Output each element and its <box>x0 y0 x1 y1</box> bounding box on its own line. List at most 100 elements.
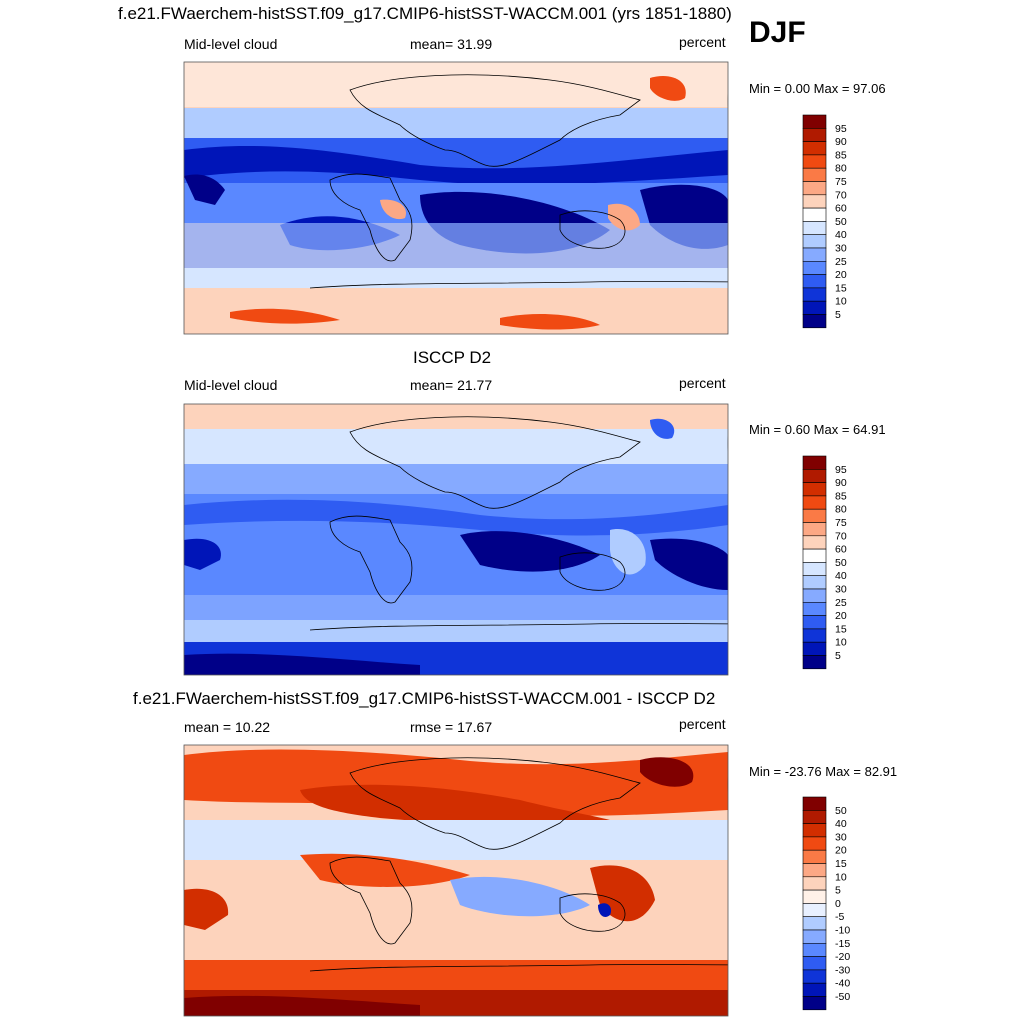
colorbar-box <box>802 655 827 670</box>
colorbar-label: 20 <box>835 845 847 857</box>
colorbar-box <box>802 314 827 329</box>
colorbar-box <box>802 916 827 931</box>
colorbar-label: -50 <box>835 991 850 1003</box>
colorbar-box <box>802 455 827 470</box>
colorbar-label: 30 <box>835 243 847 255</box>
colorbar-label: 25 <box>835 597 847 609</box>
colorbar-box <box>802 274 827 289</box>
colorbar-label: 20 <box>835 610 847 622</box>
colorbar-label: 95 <box>835 123 847 135</box>
colorbar-label: 10 <box>835 637 847 649</box>
colorbar-label: 70 <box>835 189 847 201</box>
colorbar-label: 5 <box>835 309 841 321</box>
colorbar-label: 15 <box>835 858 847 870</box>
colorbar-box <box>802 167 827 182</box>
colorbar-box <box>802 996 827 1011</box>
panel1-units-label: percent <box>679 34 726 50</box>
colorbar-label: 5 <box>835 885 841 897</box>
panel3-map <box>184 745 728 1016</box>
colorbar-label: 15 <box>835 282 847 294</box>
colorbar-label: 0 <box>835 898 841 910</box>
colorbar-label: 70 <box>835 530 847 542</box>
colorbar-label: 40 <box>835 570 847 582</box>
colorbar-label: 30 <box>835 584 847 596</box>
colorbar-label: -20 <box>835 951 850 963</box>
panel2-mean-label: mean= 21.77 <box>410 377 493 393</box>
panel3-minmax: Min = -23.76 Max = 82.91 <box>749 764 898 779</box>
colorbar-box <box>802 628 827 643</box>
colorbar-box <box>802 889 827 904</box>
colorbar-label: 80 <box>835 504 847 516</box>
colorbar-label: -15 <box>835 938 850 950</box>
colorbar-box <box>802 588 827 603</box>
colorbar-label: 90 <box>835 477 847 489</box>
colorbar-label: 15 <box>835 623 847 635</box>
colorbar-label: -5 <box>835 911 844 923</box>
colorbar-box <box>802 849 827 864</box>
colorbar-box <box>802 234 827 249</box>
colorbar-box <box>802 575 827 590</box>
colorbar-box <box>802 128 827 142</box>
colorbar-label: -30 <box>835 964 850 976</box>
colorbar-box <box>802 141 827 156</box>
colorbar-box <box>802 956 827 971</box>
colorbar-box <box>802 823 827 838</box>
panel2-title: ISCCP D2 <box>413 348 492 367</box>
colorbar-box <box>802 495 827 510</box>
panel1-minmax: Min = 0.00 Max = 97.06 <box>749 81 886 96</box>
colorbar-label: 50 <box>835 557 847 569</box>
colorbar-box <box>802 796 827 811</box>
panel2-left-label: Mid-level cloud <box>184 377 278 393</box>
colorbar-label: 60 <box>835 544 847 556</box>
colorbar-box <box>802 508 827 523</box>
panel1-mean-label: mean= 31.99 <box>410 36 493 52</box>
panel2-minmax: Min = 0.60 Max = 64.91 <box>749 422 886 437</box>
panel2-frame <box>183 403 729 676</box>
colorbar-box <box>802 207 827 222</box>
panel1-left-label: Mid-level cloud <box>184 36 278 52</box>
colorbar-box <box>802 836 827 851</box>
colorbar-box <box>802 114 827 129</box>
colorbar-label: 30 <box>835 831 847 843</box>
colorbar-label: 60 <box>835 203 847 215</box>
colorbar-box <box>802 154 827 169</box>
colorbar-box <box>802 482 827 497</box>
colorbar-box <box>802 863 827 878</box>
colorbar-label: 90 <box>835 136 847 148</box>
colorbar-label: 40 <box>835 818 847 830</box>
colorbar-label: 5 <box>835 650 841 662</box>
colorbar-label: 50 <box>835 216 847 228</box>
colorbar-label: 25 <box>835 256 847 268</box>
colorbar-box <box>802 287 827 302</box>
colorbar-box <box>802 221 827 235</box>
colorbar-box <box>802 903 827 918</box>
colorbar-box <box>802 601 827 616</box>
colorbar-box <box>802 982 827 997</box>
colorbar-box <box>802 468 827 483</box>
colorbar-label: 85 <box>835 149 847 161</box>
colorbar-box <box>802 260 827 275</box>
colorbar-box <box>802 181 827 196</box>
panel1-frame <box>183 61 729 335</box>
colorbar-label: -10 <box>835 925 850 937</box>
panel1-map <box>184 62 728 334</box>
panel3-mean-label: mean = 10.22 <box>184 719 271 735</box>
colorbar-label: 40 <box>835 229 847 241</box>
panel3-title: f.e21.FWaerchem-histSST.f09_g17.CMIP6-hi… <box>133 689 716 708</box>
colorbar-label: 75 <box>835 176 847 188</box>
colorbar-box <box>802 615 827 630</box>
colorbar-box <box>802 247 827 262</box>
colorbar-label: 10 <box>835 296 847 308</box>
panel2-units-label: percent <box>679 375 726 391</box>
colorbar-box <box>802 300 827 315</box>
colorbar-box <box>802 194 827 209</box>
colorbar-label: 20 <box>835 269 847 281</box>
panel3-units-label: percent <box>679 716 726 732</box>
colorbar-box <box>802 942 827 957</box>
panel2-map <box>184 404 728 675</box>
colorbar-label: 95 <box>835 464 847 476</box>
